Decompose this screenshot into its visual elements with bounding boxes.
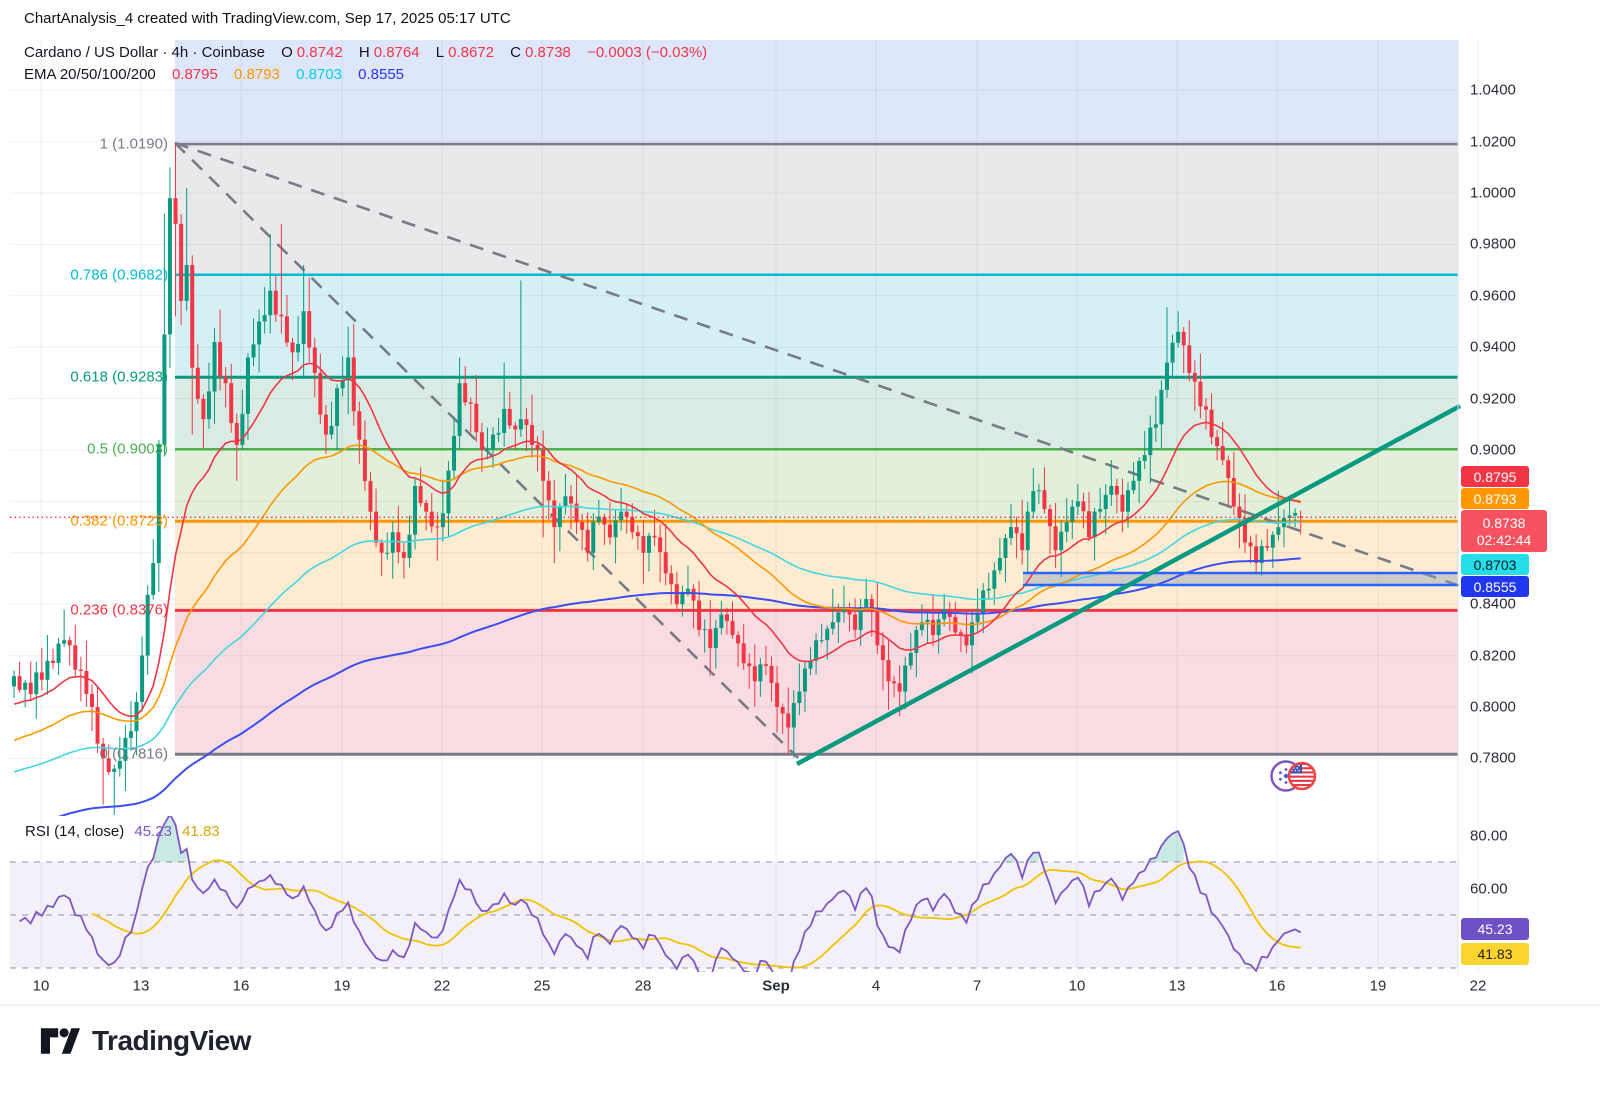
bar-countdown: 02:42:44 (1476, 531, 1532, 548)
time-tick-Sep: Sep (762, 977, 790, 995)
high-value: 0.8764 (373, 44, 420, 61)
price-tick-0.9000: 0.9000 (1470, 441, 1516, 459)
time-tick-19: 19 (1369, 977, 1387, 995)
price-tick-0.8400: 0.8400 (1470, 595, 1516, 613)
close-label: C (510, 44, 522, 61)
change-value: −0.0003 (−0.03%) (587, 44, 708, 61)
time-tick-13: 13 (132, 977, 150, 995)
price-tick-0.9600: 0.9600 (1470, 287, 1516, 305)
price-tick-0.9200: 0.9200 (1470, 390, 1516, 408)
time-tick-16: 16 (232, 977, 250, 995)
last-price-value: 0.8738 (1482, 514, 1526, 531)
open-label: O (281, 44, 293, 61)
us-flag-icon (1287, 761, 1317, 791)
time-tick-13: 13 (1168, 977, 1186, 995)
rsi-ma-value: 41.83 (182, 823, 220, 840)
fib-zones (175, 40, 1458, 755)
ema-200-line (57, 557, 1301, 816)
dashed-trendline (174, 142, 799, 759)
ema200-price-badge: 0.8555 (1461, 576, 1529, 597)
ema20-value: 0.8795 (171, 66, 218, 83)
time-tick-22: 22 (1469, 977, 1487, 995)
pair-logo-icon (1270, 760, 1317, 792)
time-tick-28: 28 (634, 977, 652, 995)
rsi-tick-60.00: 60.00 (1470, 880, 1508, 897)
price-tick-0.7800: 0.7800 (1470, 749, 1516, 767)
price-tick-1.0400: 1.0400 (1470, 81, 1516, 99)
price-tick-0.8000: 0.8000 (1470, 698, 1516, 716)
time-tick-16: 16 (1268, 977, 1286, 995)
price-tick-0.8200: 0.8200 (1470, 647, 1516, 665)
page-title: ChartAnalysis_4 created with TradingView… (24, 10, 511, 27)
ema-100-line (13, 505, 1301, 773)
time-tick-4: 4 (871, 977, 881, 995)
price-tick-0.9400: 0.9400 (1470, 338, 1516, 356)
price-tick-1.0200: 1.0200 (1470, 133, 1516, 151)
close-value: 0.8738 (525, 44, 571, 61)
ema50-value: 0.8793 (234, 66, 280, 83)
rsi-ma-line (91, 859, 1301, 969)
ema20-price-badge: 0.8795 (1461, 466, 1529, 487)
rsi-tick-80.00: 80.00 (1470, 827, 1508, 844)
fib-label-1: 1 (1.0190) (99, 135, 168, 153)
rsi-legend[interactable]: RSI (14, close) 45.23 41.83 (25, 823, 226, 840)
support-zone (1023, 573, 1458, 585)
rsi-line (19, 816, 1302, 972)
ema100-price-badge: 0.8703 (1461, 554, 1529, 575)
rsi-title-label: RSI (14, close) (25, 823, 125, 840)
rsi-value-badge: 45.23 (1461, 918, 1529, 940)
price-tick-0.9800: 0.9800 (1470, 235, 1516, 253)
ema200-value: 0.8555 (358, 66, 405, 83)
time-tick-10: 10 (32, 977, 50, 995)
tradingview-logo-icon (40, 1028, 80, 1054)
time-tick-22: 22 (433, 977, 451, 995)
symbol-name: Cardano / US Dollar · 4h · Coinbase (24, 44, 265, 61)
ema50-price-badge: 0.8793 (1461, 488, 1529, 509)
time-tick-7: 7 (972, 977, 982, 995)
ema-legend[interactable]: EMA 20/50/100/200 0.8795 0.8793 0.8703 0… (24, 66, 408, 83)
ema-label: EMA 20/50/100/200 (24, 66, 156, 83)
high-label: H (358, 44, 370, 61)
fib-label-0.5: 0.5 (0.9003) (87, 440, 168, 458)
support-trendline (795, 404, 1462, 766)
time-tick-19: 19 (333, 977, 351, 995)
symbol-legend[interactable]: Cardano / US Dollar · 4h · Coinbase O 0.8… (24, 44, 711, 61)
watermark-label: TradingView (92, 1025, 251, 1056)
ema100-value: 0.8703 (296, 66, 342, 83)
ema-20-line (13, 362, 1301, 718)
fib-label-0.382: 0.382 (0.8723) (70, 512, 168, 530)
fib-label-0.618: 0.618 (0.9283) (70, 368, 168, 386)
last-price-badge: 0.8738 02:42:44 (1461, 510, 1547, 552)
time-tick-25: 25 (533, 977, 551, 995)
low-label: L (435, 44, 445, 61)
rsi-plot (19, 816, 1302, 972)
low-value: 0.8672 (448, 44, 494, 61)
price-tick-1.0000: 1.0000 (1470, 184, 1516, 202)
rsi-ma-badge: 41.83 (1461, 943, 1529, 965)
rsi-value: 45.23 (134, 823, 172, 840)
fib-label-0.236: 0.236 (0.8376) (70, 601, 168, 619)
time-tick-10: 10 (1068, 977, 1086, 995)
fib-label-0: 0 (0.7816) (99, 745, 168, 763)
dashed-trendline (174, 141, 1461, 588)
tradingview-watermark[interactable]: TradingView (40, 1024, 251, 1058)
open-value: 0.8742 (296, 44, 343, 61)
fib-label-0.786: 0.786 (0.9682) (70, 266, 168, 284)
